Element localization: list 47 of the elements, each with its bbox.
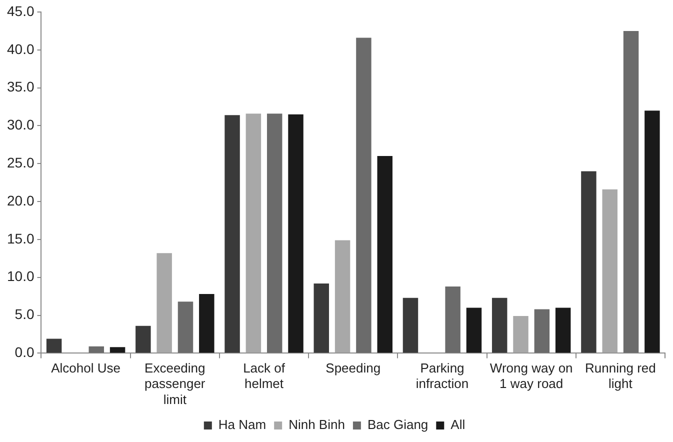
bar bbox=[581, 171, 596, 353]
y-tick-label: 30.0 bbox=[7, 116, 34, 133]
y-tick-label: 45.0 bbox=[7, 2, 34, 19]
x-tick-label: Speeding bbox=[326, 360, 381, 376]
bar bbox=[136, 326, 151, 353]
legend-label: Ninh Binh bbox=[288, 417, 345, 432]
bar bbox=[377, 156, 392, 353]
bar bbox=[288, 114, 304, 353]
x-tick-label: Parking infraction bbox=[416, 360, 469, 392]
bar bbox=[88, 346, 104, 353]
y-tick-label: 0.0 bbox=[14, 344, 34, 360]
bar bbox=[246, 114, 262, 353]
x-tick-label: Lack of helmet bbox=[243, 360, 286, 392]
legend-label: Ha Nam bbox=[218, 417, 266, 432]
bar bbox=[534, 309, 550, 353]
x-tick-label: Alcohol Use bbox=[51, 360, 120, 376]
bar bbox=[314, 283, 329, 353]
bar bbox=[266, 114, 282, 353]
bar bbox=[492, 298, 508, 353]
bar bbox=[156, 253, 172, 353]
y-tick-label: 5.0 bbox=[14, 306, 34, 322]
y-tick-label: 40.0 bbox=[7, 40, 34, 57]
y-tick-label: 15.0 bbox=[7, 230, 34, 246]
legend-label: All bbox=[450, 417, 466, 432]
bar bbox=[513, 316, 528, 353]
bar bbox=[402, 298, 418, 353]
bar bbox=[555, 308, 571, 353]
y-tick-label: 10.0 bbox=[7, 268, 34, 284]
x-tick-label: Wrong way on 1 way road bbox=[490, 360, 573, 392]
bar bbox=[445, 286, 460, 353]
bar bbox=[466, 308, 482, 353]
bar bbox=[110, 347, 126, 353]
x-tick-label: Running red light bbox=[585, 360, 656, 392]
bar bbox=[602, 189, 618, 353]
bar bbox=[644, 110, 660, 353]
bar bbox=[178, 302, 194, 353]
y-tick-label: 35.0 bbox=[7, 78, 34, 95]
bar bbox=[46, 338, 62, 353]
y-tick-label: 20.0 bbox=[7, 192, 34, 208]
bar bbox=[623, 30, 639, 353]
bar bbox=[334, 240, 350, 353]
bar bbox=[356, 38, 372, 353]
legend-label: Bac Giang bbox=[367, 417, 428, 432]
bar bbox=[199, 294, 214, 353]
x-tick-label: Exceeding passenger limit bbox=[144, 360, 206, 407]
bar bbox=[224, 115, 240, 353]
y-tick-label: 25.0 bbox=[7, 154, 34, 171]
